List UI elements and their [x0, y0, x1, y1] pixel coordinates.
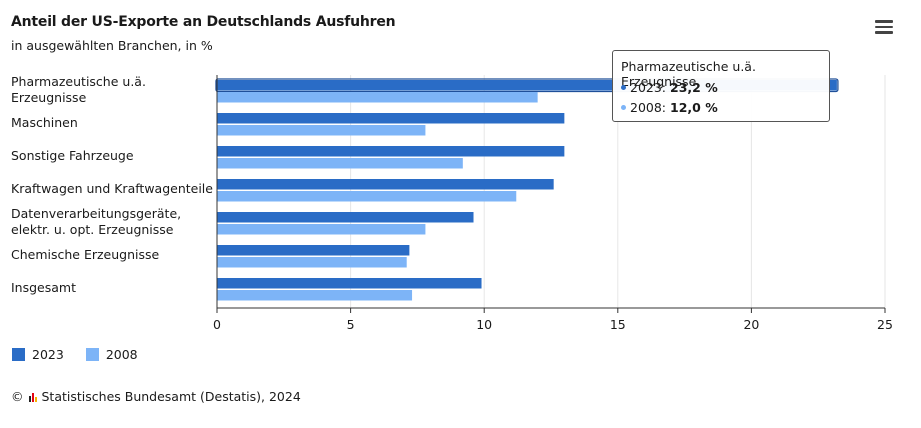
tooltip-title: Pharmazeutische u.ä. Erzeugnisse — [621, 59, 756, 89]
legend-item-2008[interactable]: 2008 — [85, 347, 138, 362]
copyright-symbol: © — [11, 389, 24, 404]
tooltip: Pharmazeutische u.ä. Erzeugnisse 2023: 2… — [612, 50, 830, 122]
bar-2008-1[interactable] — [217, 125, 426, 136]
legend-label-2008: 2008 — [105, 347, 138, 362]
tooltip-label-2008: 2008: — [630, 100, 667, 115]
category-label-0-0: Pharmazeutische u.ä. — [11, 74, 146, 89]
bar-2023-5[interactable] — [217, 245, 410, 256]
bar-2023-0[interactable] — [217, 80, 837, 91]
chart-subtitle: in ausgewählten Branchen, in % — [11, 38, 213, 53]
x-tick-label-20: 20 — [743, 317, 759, 332]
x-tick-label-15: 15 — [610, 317, 626, 332]
x-tick-label-25: 25 — [877, 317, 893, 332]
tooltip-dot-2023 — [621, 85, 626, 90]
bar-chart: Pharmazeutische u.ä.Erzeugnisse Maschinen… — [11, 74, 893, 332]
x-tick-label-0: 0 — [213, 317, 221, 332]
category-label-1-0: Maschinen — [11, 115, 78, 130]
bar-2023-6[interactable] — [217, 278, 482, 289]
legend: 2023 2008 — [12, 347, 138, 362]
x-tick-label-10: 10 — [476, 317, 492, 332]
tooltip-dot-2008 — [621, 105, 626, 110]
bar-2008-3[interactable] — [217, 191, 517, 202]
category-label-6-0: Insgesamt — [11, 280, 76, 295]
category-label-3-0: Kraftwagen und Kraftwagenteile — [11, 181, 213, 196]
category-label-4-0: Datenverarbeitungsgeräte, — [11, 206, 181, 221]
legend-swatch-2023 — [12, 348, 25, 361]
tooltip-label-2023: 2023: — [630, 80, 667, 95]
tooltip-row-2008: 2008: 12,0 % — [621, 100, 718, 115]
destatis-logo-icon — [28, 392, 37, 402]
bar-2008-6[interactable] — [217, 290, 413, 301]
legend-label-2023: 2023 — [32, 347, 64, 362]
bar-2023-4[interactable] — [217, 212, 474, 223]
source-text: Statistisches Bundesamt (Destatis), 2024 — [41, 389, 301, 404]
tooltip-value-2023: 23,2 % — [670, 80, 718, 95]
bar-2023-1[interactable] — [217, 113, 565, 124]
legend-swatch-2008 — [85, 348, 99, 361]
category-label-5-0: Chemische Erzeugnisse — [11, 247, 160, 262]
legend-item-2023[interactable]: 2023 — [12, 347, 64, 362]
bar-2008-4[interactable] — [217, 224, 426, 235]
bar-2023-2[interactable] — [217, 146, 565, 157]
bar-2008-2[interactable] — [217, 158, 463, 169]
bar-2023-3[interactable] — [217, 179, 554, 190]
tooltip-row-2023: 2023: 23,2 % — [621, 80, 718, 95]
x-tick-label-5: 5 — [347, 317, 355, 332]
tooltip-value-2008: 12,0 % — [670, 100, 718, 115]
category-label-4-1: elektr. u. opt. Erzeugnisse — [11, 222, 174, 237]
bar-2008-0[interactable] — [217, 92, 538, 103]
source-credit: © Statistisches Bundesamt (Destatis), 20… — [11, 389, 301, 404]
category-label-2-0: Sonstige Fahrzeuge — [11, 148, 134, 163]
chart-title: Anteil der US-Exporte an Deutschlands Au… — [11, 14, 396, 30]
bar-2008-5[interactable] — [217, 257, 407, 268]
hamburger-menu-icon[interactable] — [875, 20, 893, 36]
category-label-0-1: Erzeugnisse — [11, 90, 87, 105]
bar-highlight-outline — [215, 78, 839, 93]
